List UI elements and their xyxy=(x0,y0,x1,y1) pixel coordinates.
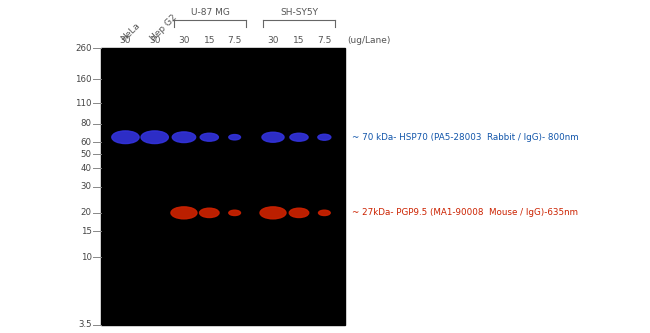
Text: 30: 30 xyxy=(120,36,131,45)
Ellipse shape xyxy=(289,208,309,217)
Text: 15: 15 xyxy=(293,36,305,45)
Text: 10: 10 xyxy=(81,253,92,262)
Text: 110: 110 xyxy=(75,99,92,108)
Ellipse shape xyxy=(260,207,286,219)
Ellipse shape xyxy=(171,207,197,219)
Text: HeLa: HeLa xyxy=(119,21,142,43)
Text: ~ 27kDa- PGP9.5 (MA1-90008  Mouse / IgG)-635nm: ~ 27kDa- PGP9.5 (MA1-90008 Mouse / IgG)-… xyxy=(352,208,578,217)
Text: 40: 40 xyxy=(81,164,92,173)
Text: 15: 15 xyxy=(81,227,92,236)
Ellipse shape xyxy=(141,131,168,144)
Ellipse shape xyxy=(200,208,219,217)
Ellipse shape xyxy=(200,133,218,141)
Text: ~ 70 kDa- HSP70 (PA5-28003  Rabbit / IgG)- 800nm: ~ 70 kDa- HSP70 (PA5-28003 Rabbit / IgG)… xyxy=(352,133,579,142)
Text: (ug/Lane): (ug/Lane) xyxy=(348,36,391,45)
Ellipse shape xyxy=(172,132,196,143)
Text: 7.5: 7.5 xyxy=(317,36,332,45)
Text: 260: 260 xyxy=(75,44,92,53)
Ellipse shape xyxy=(290,133,308,141)
Ellipse shape xyxy=(112,131,139,144)
Text: U-87 MG: U-87 MG xyxy=(190,8,229,17)
Text: 7.5: 7.5 xyxy=(227,36,242,45)
Text: 30: 30 xyxy=(178,36,190,45)
Text: 3.5: 3.5 xyxy=(78,320,92,329)
Text: 20: 20 xyxy=(81,208,92,217)
Ellipse shape xyxy=(229,135,240,140)
Text: SH-SY5Y: SH-SY5Y xyxy=(280,8,318,17)
Text: 60: 60 xyxy=(81,138,92,147)
Text: 50: 50 xyxy=(81,150,92,159)
Text: 30: 30 xyxy=(81,182,92,191)
Ellipse shape xyxy=(318,210,330,215)
Text: 30: 30 xyxy=(267,36,279,45)
Text: 30: 30 xyxy=(149,36,161,45)
Ellipse shape xyxy=(262,132,284,142)
Bar xyxy=(101,48,344,325)
Ellipse shape xyxy=(229,210,240,215)
Text: 15: 15 xyxy=(203,36,215,45)
Text: Hep G2: Hep G2 xyxy=(148,13,179,43)
Ellipse shape xyxy=(318,134,331,140)
Text: 80: 80 xyxy=(81,120,92,129)
Text: 160: 160 xyxy=(75,75,92,84)
